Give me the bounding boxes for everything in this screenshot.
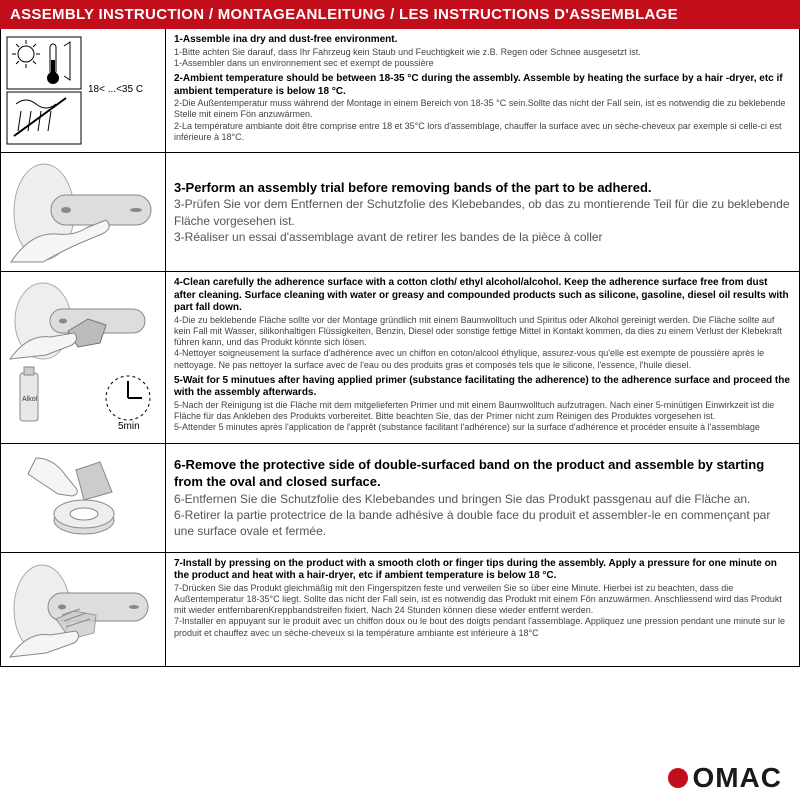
step-sub: 7-Drücken Sie das Produkt gleichmäßig mi… (174, 583, 791, 617)
step-sub: 3-Prüfen Sie vor dem Entfernen der Schut… (174, 196, 791, 228)
step-sub: 7-Installer en appuyant sur le produit a… (174, 616, 791, 639)
step-sub: 1-Bitte achten Sie darauf, dass Ihr Fahr… (174, 47, 791, 58)
brand-name: OMAC (692, 762, 782, 794)
clean-surface-icon (8, 281, 158, 361)
brand-dot-icon (668, 768, 688, 788)
step-sub: 4-Nettoyer soigneusement la surface d'ad… (174, 348, 791, 371)
page-title: ASSEMBLY INSTRUCTION / MONTAGEANLEITUNG … (10, 6, 678, 23)
text-cell: 1-Assemble ina dry and dust-free environ… (166, 29, 799, 152)
trial-fit-icon (6, 157, 161, 267)
remove-tape-icon (6, 448, 161, 548)
text-cell: 3-Perform an assembly trial before remov… (166, 153, 799, 271)
illustration-cell (1, 444, 166, 552)
step-sub: 4-Die zu beklebende Fläche sollte vor de… (174, 315, 791, 349)
step-main: 5-Wait for 5 minutues after having appli… (174, 375, 791, 400)
step-sub: 2-Die Außentemperatur muss während der M… (174, 98, 791, 121)
step-sub: 5-Nach der Reinigung ist die Fläche mit … (174, 400, 791, 423)
temp-label: 18< ...<35 C (88, 84, 143, 95)
step-main: 1-Assemble ina dry and dust-free environ… (174, 34, 791, 47)
instruction-row: 18< ...<35 C 1-Assemble ina dry and dust… (1, 29, 799, 153)
instruction-table: 18< ...<35 C 1-Assemble ina dry and dust… (0, 29, 800, 667)
step-main: 3-Perform an assembly trial before remov… (174, 179, 791, 197)
step-sub: 2-La température ambiante doit être comp… (174, 121, 791, 144)
text-cell: 4-Clean carefully the adherence surface … (166, 272, 799, 443)
instruction-row: Alkol 5min 4-Clean carefully the adheren… (1, 272, 799, 444)
illustration-cell (1, 153, 166, 271)
brand-footer: OMAC (668, 762, 782, 794)
instruction-row: 6-Remove the protective side of double-s… (1, 444, 799, 553)
illustration-cell: 18< ...<35 C (1, 29, 166, 152)
step-sub: 5-Attender 5 minutes après l'application… (174, 422, 791, 433)
illustration-cell: Alkol 5min (1, 272, 166, 443)
timer-label: 5min (118, 421, 140, 432)
primer-wait-icon: Alkol 5min (8, 363, 158, 433)
step-main: 7-Install by pressing on the product wit… (174, 558, 791, 583)
illustration-cell (1, 553, 166, 666)
step-main: 6-Remove the protective side of double-s… (174, 456, 791, 491)
press-install-icon (6, 557, 161, 662)
text-cell: 6-Remove the protective side of double-s… (166, 444, 799, 552)
step-sub: 6-Retirer la partie protectrice de la ba… (174, 507, 791, 539)
step-sub: 3-Réaliser un essai d'assemblage avant d… (174, 229, 791, 245)
title-bar: ASSEMBLY INSTRUCTION / MONTAGEANLEITUNG … (0, 0, 800, 29)
step-sub: 6-Entfernen Sie die Schutzfolie des Kleb… (174, 491, 791, 507)
step-main: 4-Clean carefully the adherence surface … (174, 277, 791, 315)
svg-text:Alkol: Alkol (22, 396, 38, 403)
step-main: 2-Ambient temperature should be between … (174, 73, 791, 98)
text-cell: 7-Install by pressing on the product wit… (166, 553, 799, 666)
instruction-row: 3-Perform an assembly trial before remov… (1, 153, 799, 272)
step-sub: 1-Assembler dans un environnement sec et… (174, 58, 791, 69)
instruction-row: 7-Install by pressing on the product wit… (1, 553, 799, 666)
environment-icon: 18< ...<35 C (6, 36, 161, 146)
